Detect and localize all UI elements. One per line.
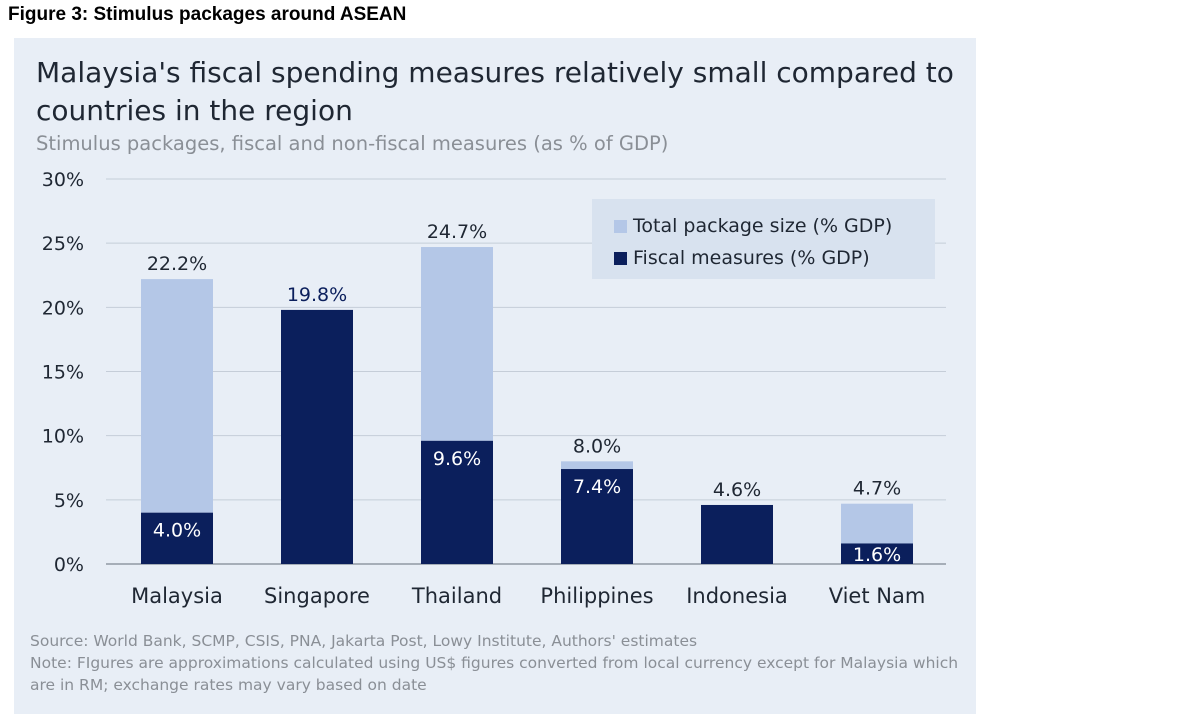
y-tick-label: 5% — [54, 490, 84, 512]
x-category-label: Indonesia — [686, 584, 788, 608]
x-category-label: Thailand — [411, 584, 502, 608]
legend-swatch-total — [614, 219, 627, 233]
x-category-label: Malaysia — [131, 584, 223, 608]
bar-total — [561, 461, 633, 470]
bar-fiscal — [421, 440, 493, 564]
chart-legend: Total package size (% GDP) Fiscal measur… — [592, 199, 935, 279]
legend-label-fiscal: Fiscal measures (% GDP) — [633, 247, 870, 269]
fiscal-data-label: 9.6% — [433, 448, 481, 470]
total-data-label: 8.0% — [573, 435, 621, 457]
total-data-label: 4.6% — [713, 479, 761, 501]
source-notes: Source: World Bank, SCMP, CSIS, PNA, Jak… — [30, 630, 970, 696]
y-tick-label: 10% — [42, 426, 84, 448]
total-data-label: 24.7% — [427, 221, 487, 243]
x-category-label: Singapore — [264, 584, 370, 608]
legend-item-fiscal: Fiscal measures (% GDP) — [614, 245, 870, 271]
total-data-label: 19.8% — [287, 284, 347, 306]
legend-label-total: Total package size (% GDP) — [633, 215, 893, 237]
chart-title: Malaysia's fiscal spending measures rela… — [36, 56, 954, 127]
y-tick-label: 20% — [42, 297, 84, 319]
y-tick-label: 15% — [42, 362, 84, 384]
fiscal-data-label: 4.0% — [153, 520, 201, 542]
total-data-label: 4.7% — [853, 478, 901, 500]
bar-total — [841, 503, 913, 544]
figure-label: Figure 3: Stimulus packages around ASEAN — [8, 4, 407, 25]
x-category-label: Viet Nam — [829, 584, 926, 608]
fiscal-data-label: 7.4% — [573, 476, 621, 498]
source-line: Source: World Bank, SCMP, CSIS, PNA, Jak… — [30, 632, 698, 650]
legend-item-total: Total package size (% GDP) — [614, 213, 892, 239]
note-line: Note: FIgures are approximations calcula… — [30, 654, 959, 694]
bar-fiscal — [141, 512, 213, 564]
chart-subtitle: Stimulus packages, fiscal and non-fiscal… — [36, 132, 669, 155]
fiscal-data-label: 1.6% — [853, 544, 901, 566]
x-category-label: Philippines — [540, 584, 653, 608]
bar-fiscal — [561, 469, 633, 564]
chart-panel: Malaysia's fiscal spending measures rela… — [14, 38, 976, 714]
bar-fiscal — [701, 504, 773, 564]
legend-swatch-fiscal — [614, 251, 627, 265]
total-data-label: 22.2% — [147, 253, 207, 275]
bar-total — [141, 279, 213, 513]
bar-fiscal — [841, 543, 913, 564]
bar-total — [421, 247, 493, 441]
y-tick-label: 30% — [42, 169, 84, 191]
y-tick-label: 25% — [42, 233, 84, 255]
y-tick-label: 0% — [54, 554, 84, 576]
bar-chart: 0% 5% 10% 15% 20% 25% 30% 22.2% 4.0% Malaysia 19.8… — [42, 169, 946, 608]
bar-fiscal — [281, 309, 353, 564]
